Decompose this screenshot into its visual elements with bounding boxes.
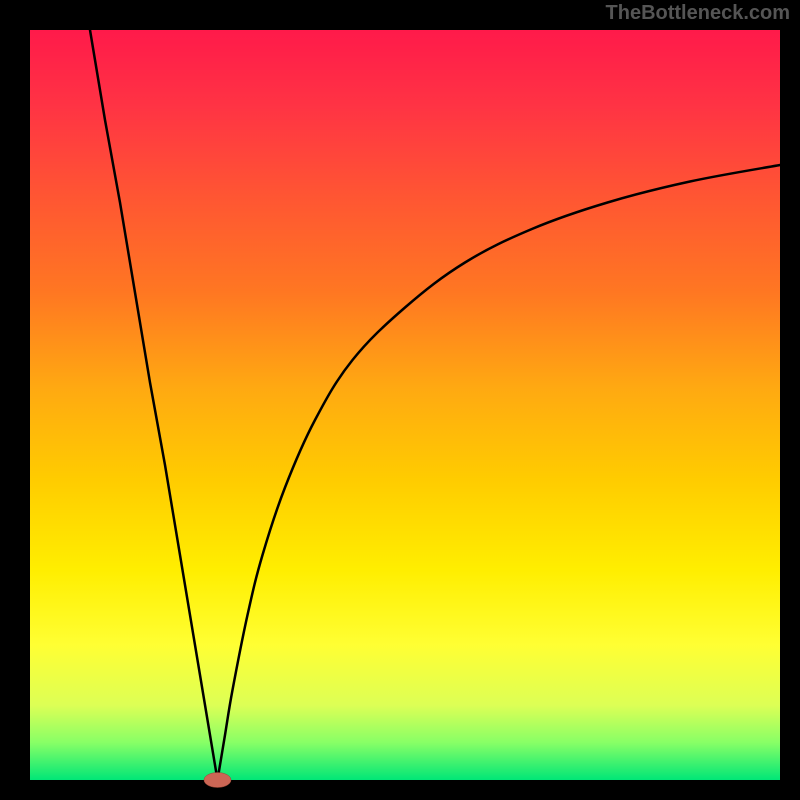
bottleneck-chart: TheBottleneck.com xyxy=(0,0,800,800)
minimum-marker xyxy=(204,773,231,788)
chart-svg xyxy=(0,0,800,800)
watermark-text: TheBottleneck.com xyxy=(606,2,790,25)
plot-background xyxy=(30,30,780,780)
